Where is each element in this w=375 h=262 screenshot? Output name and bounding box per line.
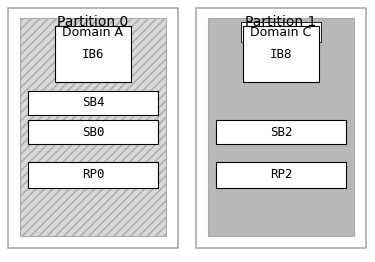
Text: RP2: RP2	[270, 168, 292, 182]
Bar	[8, 8, 178, 248]
Text: SB2: SB2	[270, 125, 292, 139]
Text: Domain C: Domain C	[251, 25, 312, 39]
Bar	[216, 162, 346, 188]
Text: Partition 1: Partition 1	[245, 15, 316, 29]
Bar	[28, 91, 158, 115]
Bar	[28, 162, 158, 188]
Bar	[216, 120, 346, 144]
Text: Domain A: Domain A	[63, 25, 123, 39]
Bar	[28, 120, 158, 144]
Bar	[241, 22, 321, 42]
Text: IB8: IB8	[270, 47, 292, 61]
Bar	[196, 8, 366, 248]
Text: IB6: IB6	[82, 47, 104, 61]
Text: SB4: SB4	[82, 96, 104, 110]
Bar	[243, 26, 319, 82]
Text: RP0: RP0	[82, 168, 104, 182]
Bar	[55, 26, 131, 82]
Text: Partition 0: Partition 0	[57, 15, 129, 29]
Bar	[20, 18, 166, 236]
Bar	[208, 18, 354, 236]
Text: SB0: SB0	[82, 125, 104, 139]
